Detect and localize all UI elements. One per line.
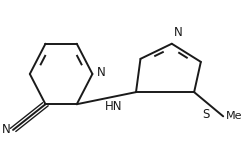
Text: Me: Me — [225, 111, 242, 121]
Text: HN: HN — [105, 100, 122, 113]
Text: S: S — [203, 108, 210, 121]
Text: N: N — [97, 66, 106, 79]
Text: N: N — [2, 123, 11, 136]
Text: N: N — [174, 26, 183, 39]
